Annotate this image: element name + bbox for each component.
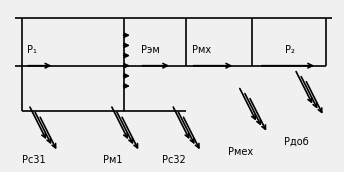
Text: Pс31: Pс31	[22, 155, 46, 165]
Text: P₂: P₂	[284, 45, 294, 55]
Text: P₁: P₁	[27, 45, 37, 55]
Text: Pмх: Pмх	[193, 45, 212, 55]
Text: Pэм: Pэм	[141, 45, 160, 55]
Text: Pдоб: Pдоб	[284, 137, 309, 147]
Text: Pс32: Pс32	[162, 155, 185, 165]
Text: Pмех: Pмех	[228, 147, 253, 157]
Text: Pм1: Pм1	[103, 155, 122, 165]
